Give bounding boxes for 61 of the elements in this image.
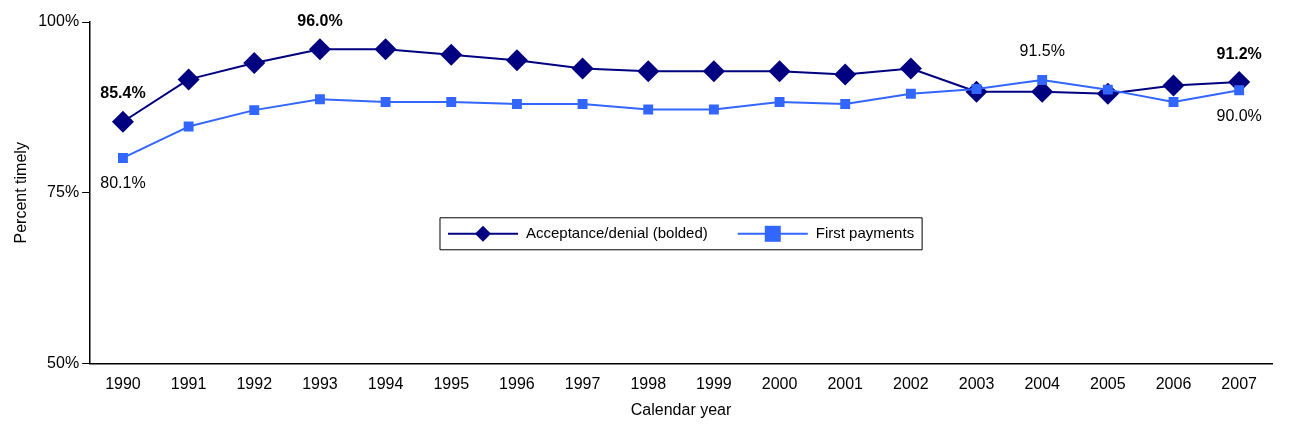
x-tick-label: 2003 bbox=[958, 374, 995, 392]
point bbox=[774, 96, 785, 107]
data-label: 96.0% bbox=[297, 11, 343, 29]
x-tick-label: 2001 bbox=[827, 374, 864, 392]
point bbox=[643, 104, 654, 115]
x-tick-label: 2006 bbox=[1155, 374, 1192, 392]
point bbox=[243, 51, 266, 74]
point bbox=[1037, 75, 1048, 86]
x-axis-title: Calendar year bbox=[630, 400, 732, 418]
x-tick-label: 2004 bbox=[1024, 374, 1061, 392]
x-tick-label: 1995 bbox=[433, 374, 470, 392]
point bbox=[637, 60, 660, 83]
legend-label: First payments bbox=[815, 223, 915, 241]
point bbox=[905, 88, 916, 99]
point bbox=[834, 63, 857, 86]
point bbox=[702, 60, 725, 83]
point bbox=[118, 153, 128, 163]
y-tick-label: 100% bbox=[38, 12, 80, 30]
point bbox=[571, 57, 594, 80]
x-tick-label: 1993 bbox=[302, 374, 338, 392]
point bbox=[446, 96, 457, 107]
x-tick-label: 2007 bbox=[1221, 374, 1258, 392]
x-tick-label: 1991 bbox=[170, 374, 207, 392]
point bbox=[708, 104, 719, 115]
legend-label: Acceptance/denial (bolded) bbox=[525, 223, 708, 241]
point bbox=[374, 38, 397, 61]
point bbox=[314, 94, 325, 105]
x-tick-label: 1997 bbox=[564, 374, 601, 392]
x-tick-label: 1998 bbox=[630, 374, 667, 392]
point bbox=[1234, 85, 1245, 96]
y-axis-title: Percent timely bbox=[12, 142, 30, 244]
point bbox=[1168, 96, 1179, 107]
data-label: 90.0% bbox=[1216, 106, 1262, 124]
point bbox=[840, 99, 851, 109]
point bbox=[440, 43, 463, 66]
x-tick-label: 2002 bbox=[893, 374, 929, 392]
point bbox=[511, 99, 522, 109]
x-tick-label: 1996 bbox=[499, 374, 535, 392]
x-tick-label: 1990 bbox=[105, 374, 141, 392]
y-tick-label: 75% bbox=[47, 183, 80, 201]
point bbox=[183, 121, 194, 132]
point bbox=[111, 110, 134, 133]
x-tick-label: 1994 bbox=[367, 374, 404, 392]
y-tick-label: 50% bbox=[47, 354, 80, 372]
x-tick-label: 2000 bbox=[761, 374, 798, 392]
point bbox=[249, 105, 260, 116]
point bbox=[1162, 74, 1185, 97]
x-tick-label: 1992 bbox=[236, 374, 273, 392]
data-label: 91.5% bbox=[1019, 42, 1065, 60]
point bbox=[899, 57, 922, 80]
data-label: 80.1% bbox=[100, 174, 146, 192]
x-tick-label: 2005 bbox=[1090, 374, 1126, 392]
point bbox=[177, 68, 200, 91]
point bbox=[505, 49, 528, 72]
data-label: 85.4% bbox=[100, 84, 146, 102]
data-label: 91.2% bbox=[1216, 44, 1262, 62]
point bbox=[768, 60, 791, 83]
point bbox=[577, 99, 588, 109]
x-tick-label: 1999 bbox=[696, 374, 732, 392]
point bbox=[380, 96, 391, 107]
point bbox=[308, 38, 331, 61]
